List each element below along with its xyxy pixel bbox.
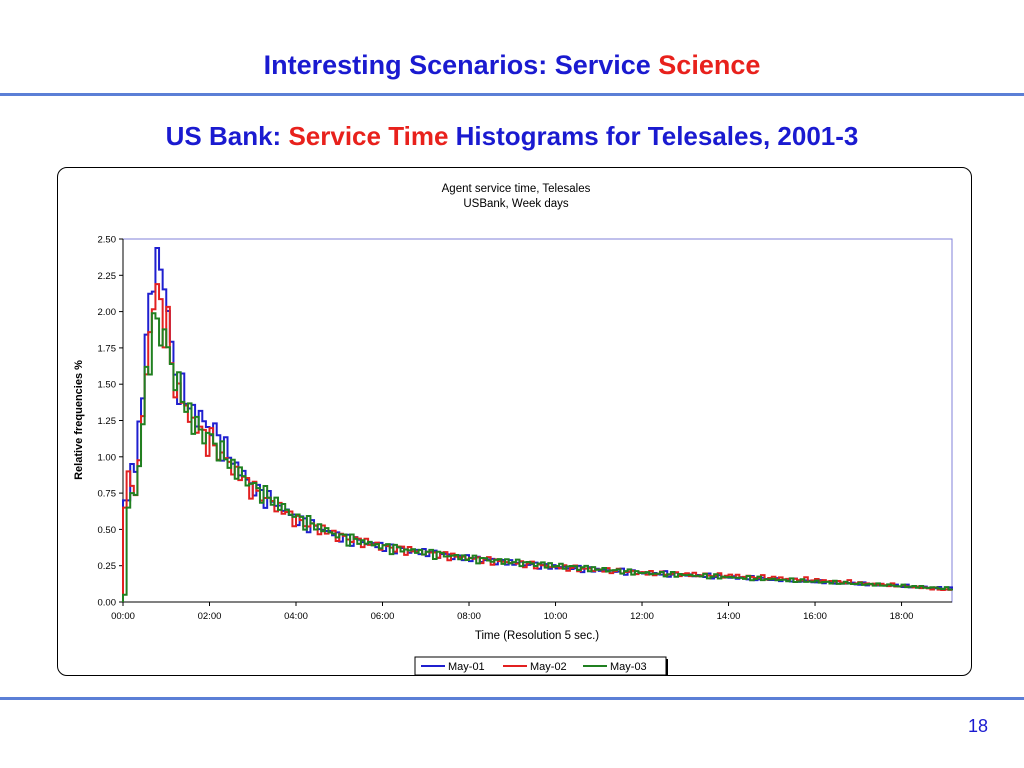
x-tick-label: 16:00 xyxy=(803,611,827,622)
x-axis: 00:00 02:00 04:00 06:00 08:00 10:00 12:00 14:00… xyxy=(111,601,952,622)
y-axis: 0.00 0.25 0.50 0.75 1.00 1.25 1.50 1.75 2.00 2.25… xyxy=(98,235,124,609)
bottom-divider xyxy=(0,697,1024,700)
y-tick-label: 0.00 xyxy=(98,598,117,609)
x-tick-label: 08:00 xyxy=(457,611,481,622)
y-tick-label: 1.75 xyxy=(98,343,117,354)
slide-title: Interesting Scenarios: Service Science xyxy=(0,50,1024,81)
y-tick-label: 1.25 xyxy=(98,416,117,427)
chart: Agent service time, Telesales USBank, We… xyxy=(73,183,953,675)
y-tick-label: 2.25 xyxy=(98,271,117,282)
legend-label-may-02: May-02 xyxy=(530,661,567,673)
legend-label-may-03: May-03 xyxy=(610,661,647,673)
x-tick-label: 06:00 xyxy=(371,611,395,622)
legend: May-01 May-02 May-03 xyxy=(414,656,668,675)
x-tick-label: 02:00 xyxy=(198,611,222,622)
y-tick-label: 2.50 xyxy=(98,235,117,246)
slide-title-part1: Interesting Scenarios: Service xyxy=(263,50,659,80)
chart-title: Agent service time, Telesales xyxy=(442,183,591,195)
y-tick-label: 1.00 xyxy=(98,452,117,463)
slide-subtitle: US Bank: Service Time Histograms for Tel… xyxy=(0,121,1024,152)
y-tick-label: 0.75 xyxy=(98,489,117,500)
x-tick-label: 00:00 xyxy=(111,611,135,622)
y-tick-label: 0.50 xyxy=(98,525,117,536)
page-number: 18 xyxy=(967,716,988,736)
y-axis-label: Relative frequencies % xyxy=(73,360,85,480)
chart-frame: Agent service time, Telesales USBank, We… xyxy=(57,167,972,676)
x-tick-label: 18:00 xyxy=(890,611,914,622)
x-tick-label: 04:00 xyxy=(284,611,308,622)
top-divider xyxy=(0,93,1024,96)
series-line-may-03 xyxy=(122,312,953,602)
y-tick-label: 1.50 xyxy=(98,380,117,391)
x-tick-label: 12:00 xyxy=(630,611,654,622)
y-tick-label: 2.00 xyxy=(98,307,117,318)
slide-title-part2: Science xyxy=(658,50,761,80)
legend-box xyxy=(414,656,667,675)
plot-area xyxy=(122,238,953,603)
x-tick-label: 14:00 xyxy=(717,611,741,622)
slide-subtitle-part1: US Bank: xyxy=(165,121,289,151)
y-tick-label: 0.25 xyxy=(98,561,117,572)
legend-label-may-01: May-01 xyxy=(448,661,485,673)
x-axis-label: Time (Resolution 5 sec.) xyxy=(475,630,599,642)
slide-subtitle-part2: Service Time xyxy=(288,121,449,151)
slide-subtitle-part3: Histograms for Telesales, 2001-3 xyxy=(448,121,859,151)
chart-subtitle: USBank, Week days xyxy=(463,198,569,210)
series-group xyxy=(122,246,953,602)
x-tick-label: 10:00 xyxy=(544,611,568,622)
